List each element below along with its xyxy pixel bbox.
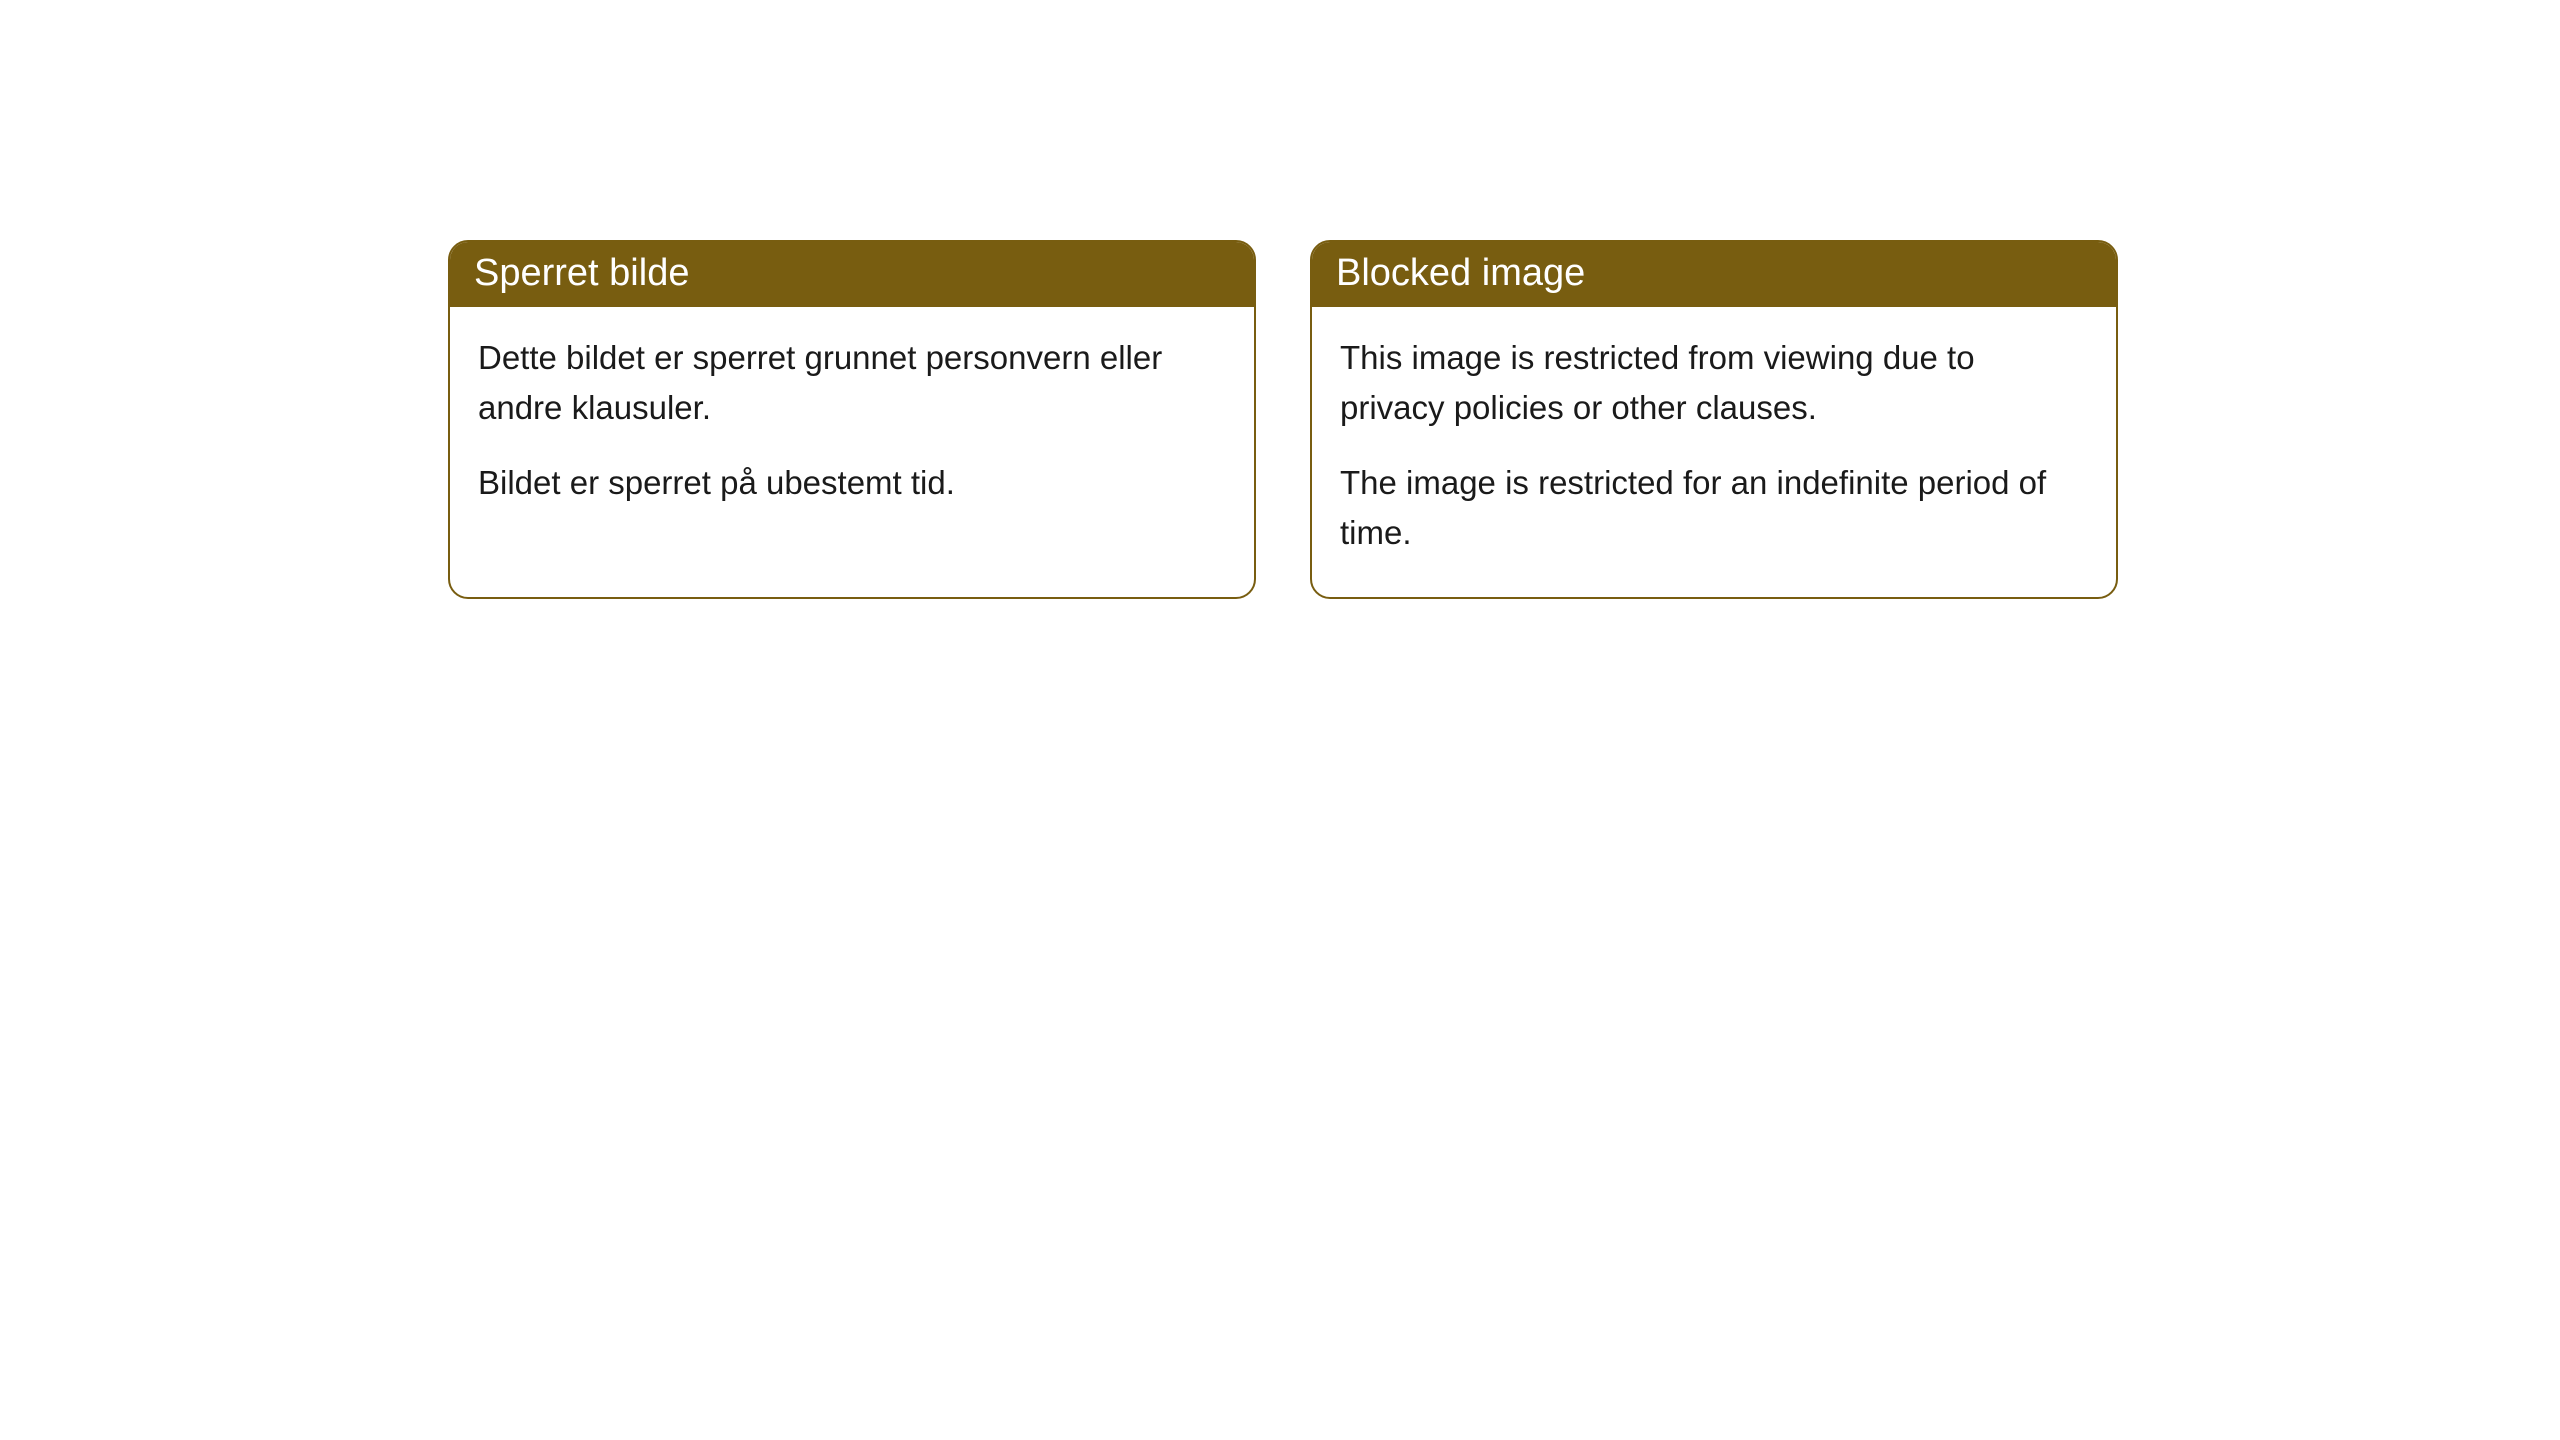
notice-text-no-1: Dette bildet er sperret grunnet personve… [478, 333, 1226, 432]
blocked-image-card-en: Blocked image This image is restricted f… [1310, 240, 2118, 599]
blocked-image-card-no: Sperret bilde Dette bildet er sperret gr… [448, 240, 1256, 599]
notice-text-en-1: This image is restricted from viewing du… [1340, 333, 2088, 432]
notice-text-no-2: Bildet er sperret på ubestemt tid. [478, 458, 1226, 508]
card-header-no: Sperret bilde [450, 242, 1254, 307]
card-body-no: Dette bildet er sperret grunnet personve… [450, 307, 1254, 548]
card-header-en: Blocked image [1312, 242, 2116, 307]
notice-cards-container: Sperret bilde Dette bildet er sperret gr… [448, 240, 2118, 599]
notice-text-en-2: The image is restricted for an indefinit… [1340, 458, 2088, 557]
card-body-en: This image is restricted from viewing du… [1312, 307, 2116, 597]
